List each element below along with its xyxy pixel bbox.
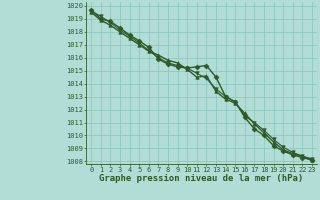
X-axis label: Graphe pression niveau de la mer (hPa): Graphe pression niveau de la mer (hPa) (100, 174, 304, 183)
